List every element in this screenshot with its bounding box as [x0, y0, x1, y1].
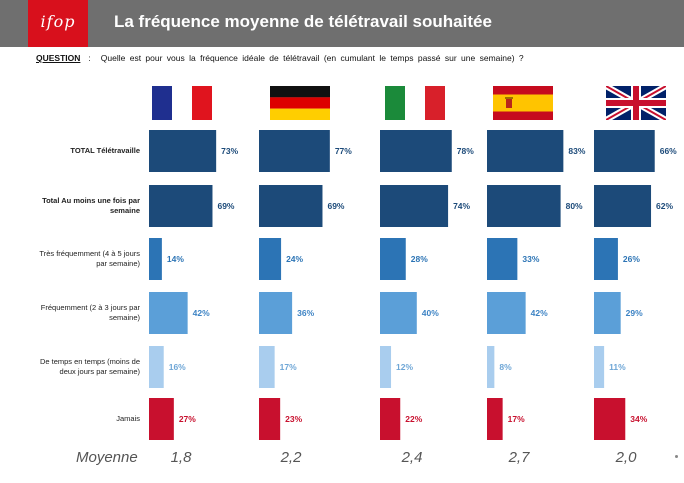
question-label: QUESTION: [36, 53, 81, 63]
bar-germany-row5: [259, 398, 281, 440]
bar-spain-row2: [487, 238, 518, 280]
row-label-line: De temps en temps (moins de: [39, 357, 140, 366]
bar-spain-row0: [487, 130, 564, 172]
value-label-italy-row0: 78%: [457, 146, 474, 156]
bar-germany-row1: [259, 185, 323, 227]
bar-united-kingdom-row4: [594, 346, 605, 388]
question-text: Quelle est pour vous la fréquence idéale…: [100, 53, 524, 63]
question-line: QUESTION: Quelle est pour vous la fréquen…: [36, 53, 524, 63]
row-label-line: TOTAL Télétravaille: [70, 146, 140, 155]
value-label-germany-row5: 23%: [285, 414, 302, 424]
value-label-united-kingdom-row1: 62%: [656, 201, 673, 211]
bar-spain-row4: [487, 346, 495, 388]
value-label-united-kingdom-row5: 34%: [630, 414, 647, 424]
value-label-germany-row3: 36%: [297, 308, 314, 318]
value-label-italy-row1: 74%: [453, 201, 470, 211]
ifop-logo: ifop: [28, 0, 88, 47]
value-label-germany-row2: 24%: [286, 254, 303, 264]
bar-spain-row5: [487, 398, 503, 440]
value-label-united-kingdom-row3: 29%: [626, 308, 643, 318]
bar-united-kingdom-row1: [594, 185, 652, 227]
value-label-italy-row5: 22%: [405, 414, 422, 424]
row-label-line: Très fréquemment (4 à 5 jours: [39, 249, 140, 258]
bar-spain-row1: [487, 185, 561, 227]
bar-france-row1: [149, 185, 213, 227]
bar-italy-row0: [380, 130, 452, 172]
value-label-france-row3: 42%: [193, 308, 210, 318]
row-label-line: par semaine): [96, 259, 140, 268]
value-label-spain-row0: 83%: [568, 146, 585, 156]
title-bar: ifop La fréquence moyenne de télétravail…: [0, 0, 684, 47]
bar-italy-row4: [380, 346, 392, 388]
bar-germany-row3: [259, 292, 293, 334]
bar-france-row3: [149, 292, 188, 334]
row-label-line: semaine: [109, 206, 140, 215]
bar-united-kingdom-row5: [594, 398, 626, 440]
value-label-france-row5: 27%: [179, 414, 196, 424]
bar-united-kingdom-row2: [594, 238, 618, 280]
moyenne-value-france: 1,8: [170, 449, 192, 466]
value-label-italy-row3: 40%: [422, 308, 439, 318]
value-label-germany-row4: 17%: [280, 362, 297, 372]
row-label-line: Total Au moins une fois par: [42, 196, 140, 205]
italy-flag-icon: [385, 86, 445, 125]
moyenne-label: Moyenne: [76, 449, 138, 466]
page-title: La fréquence moyenne de télétravail souh…: [114, 12, 492, 31]
decorative-dot: [675, 455, 678, 458]
value-label-germany-row0: 77%: [335, 146, 352, 156]
bar-italy-row5: [380, 398, 401, 440]
united-kingdom-flag-icon: [604, 83, 668, 125]
row-label-line: deux jours par semaine): [59, 367, 140, 376]
value-label-germany-row1: 69%: [327, 201, 344, 211]
moyenne-value-italy: 2,4: [401, 449, 423, 466]
bar-italy-row2: [380, 238, 406, 280]
value-label-france-row0: 73%: [221, 146, 238, 156]
germany-flag-icon: [270, 86, 330, 125]
value-label-france-row4: 16%: [169, 362, 186, 372]
value-label-united-kingdom-row0: 66%: [660, 146, 677, 156]
question-separator: :: [88, 53, 91, 63]
bar-germany-row2: [259, 238, 282, 280]
moyenne-value-germany: 2,2: [280, 449, 302, 466]
bar-united-kingdom-row3: [594, 292, 621, 334]
value-label-france-row2: 14%: [167, 254, 184, 264]
value-label-spain-row4: 8%: [499, 362, 512, 372]
bar-italy-row1: [380, 185, 449, 227]
value-label-italy-row4: 12%: [396, 362, 413, 372]
bar-france-row4: [149, 346, 164, 388]
logo-text: ifop: [40, 12, 76, 31]
row-label: Fréquemment (2 à 3 jours par semaine): [0, 303, 140, 323]
bar-france-row5: [149, 398, 174, 440]
row-label-line: semaine): [109, 313, 140, 322]
value-label-spain-row2: 33%: [522, 254, 539, 264]
bar-italy-row3: [380, 292, 417, 334]
value-label-spain-row5: 17%: [508, 414, 525, 424]
spain-flag-icon: [493, 86, 553, 125]
bar-france-row2: [149, 238, 162, 280]
value-label-spain-row3: 42%: [531, 308, 548, 318]
value-label-italy-row2: 28%: [411, 254, 428, 264]
row-label: De temps en temps (moins de deux jours pa…: [0, 357, 140, 377]
moyenne-value-united-kingdom: 2,0: [615, 449, 637, 466]
value-label-united-kingdom-row4: 11%: [609, 362, 626, 372]
bar-united-kingdom-row0: [594, 130, 655, 172]
row-label: Total Au moins une fois par semaine: [0, 196, 140, 216]
bar-germany-row4: [259, 346, 275, 388]
moyenne-value-spain: 2,7: [508, 449, 530, 466]
row-label: Jamais: [0, 414, 140, 424]
france-flag-icon: [152, 86, 212, 125]
row-label-line: Jamais: [116, 414, 140, 423]
bar-germany-row0: [259, 130, 330, 172]
value-label-france-row1: 69%: [217, 201, 234, 211]
bar-france-row0: [149, 130, 217, 172]
row-label: TOTAL Télétravaille: [0, 146, 140, 156]
value-label-spain-row1: 80%: [566, 201, 583, 211]
row-label: Très fréquemment (4 à 5 jours par semaine…: [0, 249, 140, 269]
bar-spain-row3: [487, 292, 526, 334]
row-label-line: Fréquemment (2 à 3 jours par: [40, 303, 140, 312]
value-label-united-kingdom-row2: 26%: [623, 254, 640, 264]
